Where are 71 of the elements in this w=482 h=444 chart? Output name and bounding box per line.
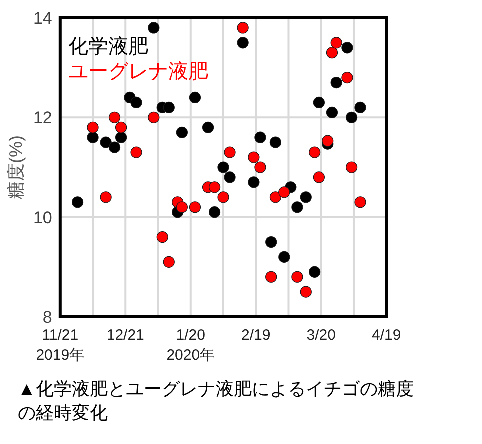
point — [100, 136, 112, 148]
point — [72, 196, 84, 208]
point — [266, 236, 278, 248]
point — [278, 251, 290, 263]
point — [354, 196, 366, 208]
point — [270, 136, 282, 148]
point — [148, 22, 160, 34]
point — [115, 132, 128, 144]
point — [209, 206, 221, 218]
point — [342, 72, 354, 84]
point — [130, 96, 142, 109]
point — [218, 162, 230, 174]
y-tick-label: 8 — [42, 308, 52, 327]
point — [292, 271, 304, 283]
point — [322, 135, 334, 147]
point — [87, 122, 99, 134]
point — [346, 162, 358, 174]
point — [326, 47, 338, 59]
point — [224, 172, 236, 184]
point — [313, 96, 325, 109]
point — [309, 266, 321, 278]
point — [189, 92, 202, 104]
point — [254, 162, 266, 174]
point — [300, 192, 312, 204]
point — [176, 126, 188, 138]
point — [254, 132, 266, 144]
y-tick-label: 10 — [33, 208, 52, 228]
x-tick-label: 2/19 — [242, 327, 271, 344]
point — [148, 112, 160, 124]
point — [300, 286, 312, 298]
point — [224, 146, 236, 158]
point — [115, 122, 128, 134]
point — [326, 106, 338, 118]
point — [100, 192, 112, 204]
point — [237, 37, 249, 49]
point — [278, 186, 290, 198]
point — [346, 112, 358, 124]
point — [189, 202, 202, 214]
y-axis-title: 糖度(%) — [6, 136, 26, 200]
x-tick-label: 12/21 — [106, 327, 144, 344]
point — [248, 152, 260, 164]
point — [313, 172, 325, 184]
point — [292, 202, 304, 214]
point — [156, 231, 168, 244]
point — [266, 271, 278, 283]
point — [342, 42, 354, 54]
point — [237, 22, 249, 34]
legend: 化学液肥 ユーグレナ液肥 — [68, 36, 208, 83]
point — [248, 176, 260, 188]
point — [176, 202, 188, 214]
point — [163, 256, 175, 268]
point — [163, 102, 175, 114]
x-tick-label: 1/20 2020年 — [166, 327, 216, 364]
y-tick-label: 12 — [33, 108, 52, 128]
point — [209, 182, 221, 194]
x-tick-label: 3/20 — [306, 327, 336, 344]
x-tick-label: 4/19 — [372, 327, 402, 344]
point — [202, 122, 214, 134]
y-tick-label: 14 — [33, 9, 52, 28]
point — [354, 102, 366, 114]
point — [309, 146, 321, 158]
point — [270, 192, 282, 204]
point — [108, 112, 121, 124]
x-tick-label: 11/21 2019年 — [36, 327, 85, 364]
text: ▲化学液肥とユーグレナ液肥によるイチゴの糖度の経時変化 — [18, 379, 414, 423]
point — [330, 76, 342, 89]
point — [108, 142, 121, 154]
point — [130, 146, 142, 158]
point — [330, 37, 342, 49]
point — [87, 132, 99, 144]
point — [218, 192, 230, 204]
